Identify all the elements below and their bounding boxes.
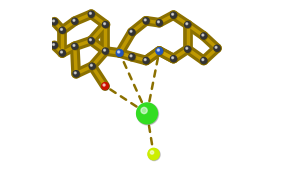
Circle shape: [130, 30, 132, 32]
Circle shape: [89, 12, 91, 14]
Circle shape: [144, 59, 146, 60]
Circle shape: [103, 22, 109, 28]
Circle shape: [59, 50, 65, 56]
Circle shape: [129, 29, 136, 36]
Circle shape: [214, 45, 220, 51]
Circle shape: [172, 13, 173, 15]
Circle shape: [60, 28, 66, 34]
Circle shape: [201, 58, 208, 64]
Circle shape: [185, 22, 191, 28]
Circle shape: [89, 39, 91, 41]
Circle shape: [171, 12, 177, 19]
Circle shape: [104, 23, 106, 25]
Circle shape: [141, 107, 147, 114]
Circle shape: [73, 45, 75, 46]
Circle shape: [186, 47, 188, 49]
Circle shape: [102, 22, 108, 28]
Circle shape: [144, 19, 146, 21]
Circle shape: [158, 21, 159, 23]
Circle shape: [59, 27, 65, 33]
Circle shape: [129, 29, 135, 35]
Circle shape: [201, 33, 208, 40]
Circle shape: [143, 18, 149, 24]
Circle shape: [90, 64, 96, 70]
Circle shape: [73, 71, 79, 77]
Circle shape: [117, 50, 124, 57]
Circle shape: [103, 48, 109, 55]
Circle shape: [157, 20, 163, 26]
Circle shape: [118, 51, 120, 53]
Circle shape: [88, 11, 94, 17]
Circle shape: [91, 64, 92, 66]
Circle shape: [130, 55, 132, 57]
Circle shape: [72, 18, 78, 24]
Circle shape: [143, 18, 150, 25]
Circle shape: [53, 20, 54, 22]
Circle shape: [172, 57, 173, 59]
Circle shape: [148, 149, 160, 161]
Circle shape: [72, 44, 78, 50]
Circle shape: [72, 19, 78, 25]
Circle shape: [137, 103, 157, 124]
Circle shape: [185, 22, 191, 28]
Circle shape: [88, 12, 95, 18]
Circle shape: [60, 50, 66, 57]
Circle shape: [129, 54, 136, 60]
Circle shape: [156, 20, 162, 26]
Circle shape: [186, 23, 188, 25]
Circle shape: [171, 56, 177, 62]
Circle shape: [103, 84, 105, 86]
Circle shape: [104, 49, 106, 51]
Circle shape: [185, 46, 191, 52]
Circle shape: [74, 71, 80, 77]
Circle shape: [102, 83, 108, 89]
Circle shape: [61, 51, 62, 53]
Circle shape: [148, 148, 159, 160]
Circle shape: [102, 83, 109, 90]
Circle shape: [156, 48, 163, 55]
Circle shape: [171, 56, 176, 62]
Circle shape: [89, 63, 95, 69]
Circle shape: [156, 48, 163, 54]
Circle shape: [143, 57, 149, 64]
Circle shape: [88, 38, 95, 44]
Circle shape: [53, 44, 54, 45]
Circle shape: [202, 59, 204, 60]
Circle shape: [51, 42, 57, 48]
Circle shape: [215, 46, 217, 48]
Circle shape: [201, 57, 207, 64]
Circle shape: [52, 43, 58, 49]
Circle shape: [185, 46, 191, 53]
Circle shape: [214, 46, 221, 52]
Circle shape: [137, 103, 158, 125]
Circle shape: [88, 38, 94, 44]
Circle shape: [150, 151, 154, 154]
Circle shape: [143, 58, 150, 64]
Circle shape: [61, 29, 62, 30]
Circle shape: [51, 19, 57, 25]
Circle shape: [202, 34, 204, 36]
Circle shape: [73, 19, 75, 21]
Circle shape: [171, 12, 176, 18]
Circle shape: [52, 19, 58, 26]
Circle shape: [72, 43, 78, 49]
Circle shape: [157, 49, 159, 51]
Circle shape: [201, 33, 207, 39]
Circle shape: [102, 48, 108, 54]
Circle shape: [129, 54, 135, 60]
Circle shape: [116, 50, 123, 56]
Circle shape: [74, 72, 76, 74]
